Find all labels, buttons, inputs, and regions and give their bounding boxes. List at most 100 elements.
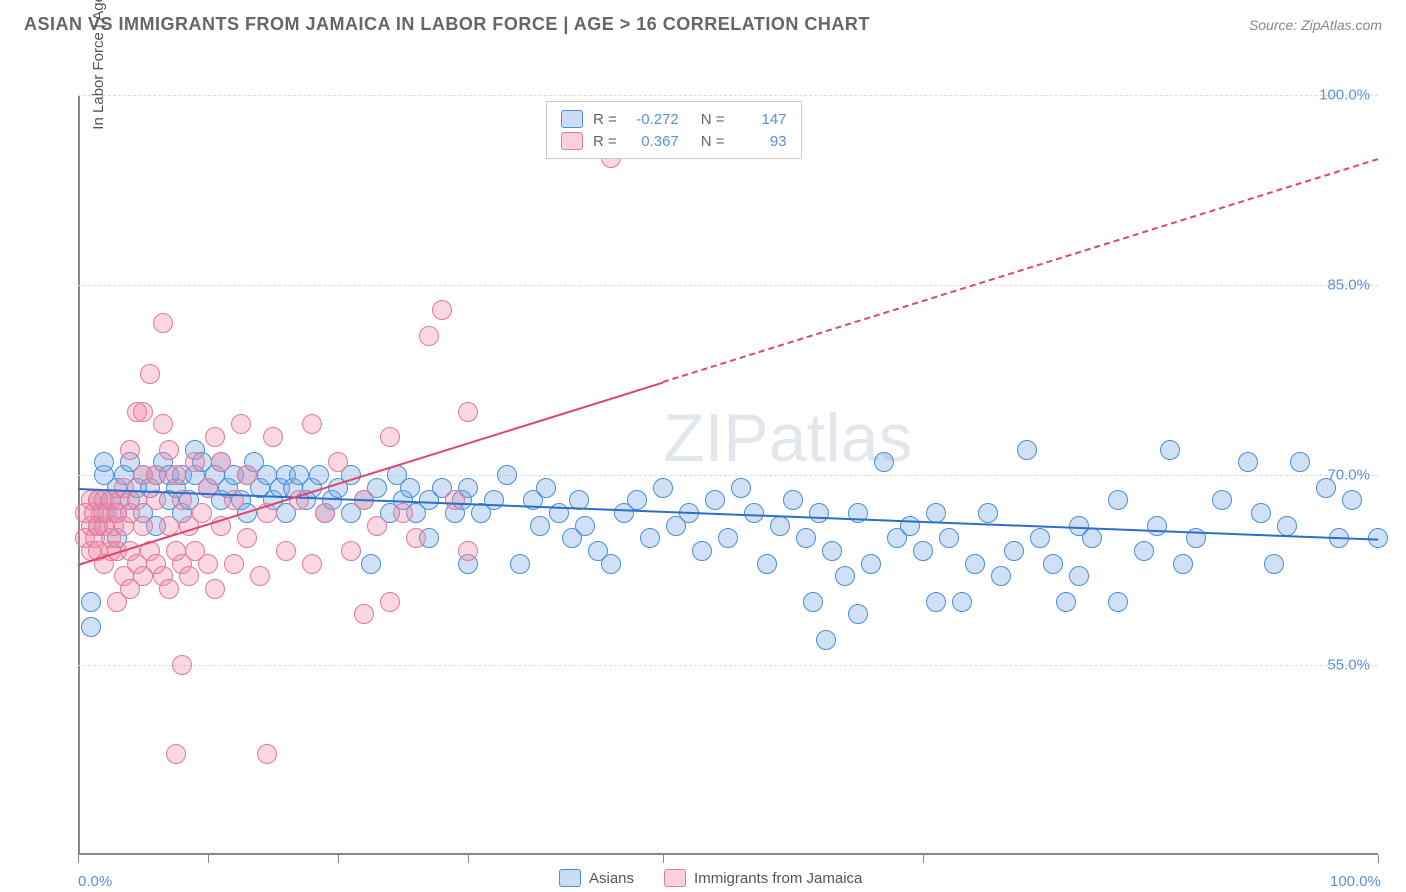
data-point — [263, 427, 283, 447]
data-point — [1108, 592, 1128, 612]
data-point — [1173, 554, 1193, 574]
gridline — [78, 95, 1378, 96]
data-point — [127, 490, 147, 510]
data-point — [153, 313, 173, 333]
data-point — [874, 452, 894, 472]
data-point — [445, 490, 465, 510]
data-point — [133, 402, 153, 422]
r-label: R = — [593, 133, 617, 150]
r-value: 0.367 — [627, 133, 679, 150]
data-point — [718, 528, 738, 548]
data-point — [211, 452, 231, 472]
data-point — [1160, 440, 1180, 460]
data-point — [153, 414, 173, 434]
data-point — [458, 541, 478, 561]
data-point — [380, 427, 400, 447]
r-value: -0.272 — [627, 111, 679, 128]
legend-label: Asians — [589, 870, 634, 887]
data-point — [302, 414, 322, 434]
x-tick-label: 100.0% — [1330, 873, 1381, 890]
data-point — [510, 554, 530, 574]
data-point — [1316, 478, 1336, 498]
stats-legend: R =-0.272N =147R =0.367N =93 — [546, 101, 802, 159]
data-point — [1108, 490, 1128, 510]
data-point — [653, 478, 673, 498]
data-point — [796, 528, 816, 548]
n-value: 93 — [735, 133, 787, 150]
data-point — [1004, 541, 1024, 561]
x-tick — [338, 855, 339, 863]
data-point — [783, 490, 803, 510]
r-label: R = — [593, 111, 617, 128]
data-point — [770, 516, 790, 536]
data-point — [627, 490, 647, 510]
data-point — [484, 490, 504, 510]
x-tick — [208, 855, 209, 863]
data-point — [1017, 440, 1037, 460]
data-point — [205, 579, 225, 599]
data-point — [81, 617, 101, 637]
data-point — [939, 528, 959, 548]
data-point — [198, 554, 218, 574]
data-point — [965, 554, 985, 574]
data-point — [861, 554, 881, 574]
data-point — [81, 592, 101, 612]
data-point — [133, 516, 153, 536]
data-point — [367, 516, 387, 536]
n-value: 147 — [735, 111, 787, 128]
data-point — [231, 414, 251, 434]
gridline — [78, 665, 1378, 666]
data-point — [809, 503, 829, 523]
stats-row: R =0.367N =93 — [561, 130, 787, 152]
gridline — [78, 285, 1378, 286]
data-point — [1277, 516, 1297, 536]
data-point — [224, 554, 244, 574]
data-point — [94, 452, 114, 472]
data-point — [601, 554, 621, 574]
data-point — [1030, 528, 1050, 548]
data-point — [250, 566, 270, 586]
data-point — [140, 364, 160, 384]
data-point — [328, 452, 348, 472]
scatter-plot: 55.0%70.0%85.0%100.0%0.0%100.0%ZIPatlasR… — [78, 95, 1378, 855]
y-tick-label: 55.0% — [1327, 657, 1370, 674]
data-point — [1134, 541, 1154, 561]
data-point — [237, 465, 257, 485]
data-point — [1238, 452, 1258, 472]
data-point — [1147, 516, 1167, 536]
data-point — [1069, 566, 1089, 586]
data-point — [419, 326, 439, 346]
data-point — [1212, 490, 1232, 510]
x-tick-label: 0.0% — [78, 873, 112, 890]
data-point — [497, 465, 517, 485]
legend-label: Immigrants from Jamaica — [694, 870, 862, 887]
data-point — [354, 604, 374, 624]
data-point — [237, 528, 257, 548]
data-point — [530, 516, 550, 536]
data-point — [1342, 490, 1362, 510]
data-point — [309, 465, 329, 485]
x-tick — [468, 855, 469, 863]
data-point — [205, 427, 225, 447]
data-point — [1264, 554, 1284, 574]
data-point — [900, 516, 920, 536]
data-point — [536, 478, 556, 498]
series-legend: Asians Immigrants from Jamaica — [559, 869, 862, 887]
source-attribution: Source: ZipAtlas.com — [1249, 17, 1382, 33]
data-point — [1082, 528, 1102, 548]
data-point — [978, 503, 998, 523]
n-label: N = — [701, 111, 725, 128]
data-point — [913, 541, 933, 561]
data-point — [166, 744, 186, 764]
x-tick — [923, 855, 924, 863]
data-point — [166, 465, 186, 485]
data-point — [848, 604, 868, 624]
legend-swatch — [561, 110, 583, 128]
data-point — [803, 592, 823, 612]
y-tick-label: 85.0% — [1327, 277, 1370, 294]
data-point — [744, 503, 764, 523]
data-point — [159, 579, 179, 599]
data-point — [341, 541, 361, 561]
data-point — [1251, 503, 1271, 523]
data-point — [192, 503, 212, 523]
